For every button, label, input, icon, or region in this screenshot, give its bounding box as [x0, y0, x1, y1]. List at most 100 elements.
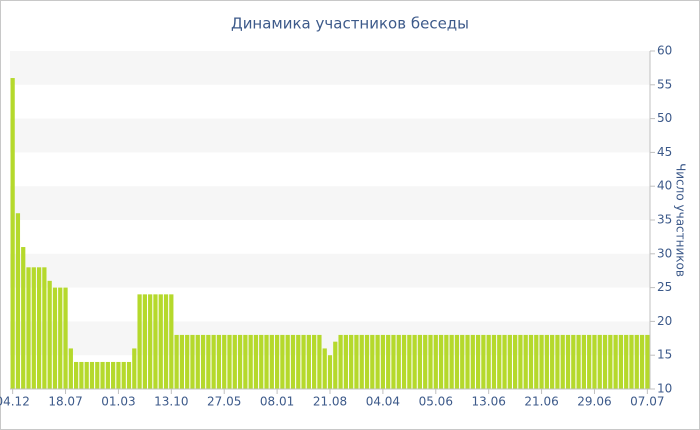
bar	[10, 78, 15, 389]
bar	[79, 361, 84, 389]
bar	[523, 334, 528, 389]
bar	[137, 294, 142, 389]
bar	[74, 361, 79, 389]
bar	[253, 334, 259, 389]
bar	[354, 334, 359, 389]
bar	[438, 334, 444, 389]
bar	[126, 361, 132, 389]
bar	[285, 334, 290, 389]
y-tick-label: 50	[657, 111, 672, 125]
bar	[534, 334, 539, 389]
bar	[359, 334, 364, 389]
bar	[639, 334, 645, 389]
x-tick-label: 21.08	[313, 395, 347, 409]
x-tick-label: 18.07	[48, 395, 82, 409]
bar	[576, 334, 581, 389]
bar	[121, 361, 126, 389]
bar	[602, 334, 608, 389]
bar	[539, 334, 544, 389]
bar	[364, 334, 370, 389]
bar	[486, 334, 491, 389]
bar	[370, 334, 375, 389]
bar	[349, 334, 354, 389]
bar	[449, 334, 454, 389]
bar	[259, 334, 264, 389]
bar	[111, 361, 116, 389]
y-tick-label: 15	[657, 348, 672, 362]
bar	[195, 334, 200, 389]
bar	[47, 280, 52, 389]
bar	[232, 334, 237, 389]
bar	[306, 334, 311, 389]
bar	[391, 334, 396, 389]
bar	[227, 334, 232, 389]
bar	[428, 334, 433, 389]
bar	[100, 361, 105, 389]
bar	[280, 334, 285, 389]
grid-band	[10, 186, 650, 220]
bar	[417, 334, 423, 389]
x-tick-label: 04.12	[0, 395, 30, 409]
bar	[518, 334, 523, 389]
bar	[105, 361, 110, 389]
bar	[645, 334, 650, 389]
bar	[58, 287, 63, 389]
bar	[84, 361, 89, 389]
bar	[36, 267, 42, 389]
y-tick-label: 10	[657, 382, 672, 396]
bar	[274, 334, 280, 389]
bar	[52, 287, 58, 389]
bar	[565, 334, 571, 389]
bar	[481, 334, 486, 389]
bar	[31, 267, 36, 389]
bar	[587, 334, 592, 389]
bar	[343, 334, 348, 389]
bar	[163, 294, 169, 389]
bar	[116, 361, 121, 389]
x-tick-label: 08.01	[260, 395, 294, 409]
bar	[296, 334, 301, 389]
bar	[190, 334, 195, 389]
bar	[386, 334, 391, 389]
bar	[618, 334, 624, 389]
bar	[185, 334, 190, 389]
bar	[68, 348, 73, 389]
bar	[179, 334, 185, 389]
y-tick-label: 60	[657, 44, 672, 58]
bar	[317, 334, 322, 389]
bar	[42, 267, 47, 389]
bar	[407, 334, 412, 389]
bar	[338, 334, 343, 389]
bar	[513, 334, 518, 389]
bar	[528, 334, 534, 389]
bar	[550, 334, 555, 389]
bar	[497, 334, 502, 389]
x-tick-label: 27.05	[207, 395, 241, 409]
bar	[21, 247, 26, 389]
bar	[243, 334, 248, 389]
bar	[608, 334, 613, 389]
x-tick-label: 29.06	[577, 395, 611, 409]
bar	[423, 334, 428, 389]
y-tick-label: 20	[657, 314, 672, 328]
y-axis-label: Число участников	[674, 163, 688, 277]
bar	[264, 334, 269, 389]
bar	[148, 294, 153, 389]
bar	[444, 334, 449, 389]
grid-band	[10, 51, 650, 85]
bar	[290, 334, 296, 389]
x-tick-label: 01.03	[101, 395, 135, 409]
y-tick-label: 40	[657, 179, 672, 193]
bar	[634, 334, 639, 389]
bar	[613, 334, 618, 389]
bar	[560, 334, 565, 389]
bar	[269, 334, 274, 389]
x-tick-label: 21.06	[524, 395, 558, 409]
bar	[380, 334, 386, 389]
bar	[465, 334, 470, 389]
bar	[555, 334, 560, 389]
y-tick-label: 55	[657, 77, 672, 91]
y-tick-label: 25	[657, 280, 672, 294]
x-tick-label: 13.10	[154, 395, 188, 409]
